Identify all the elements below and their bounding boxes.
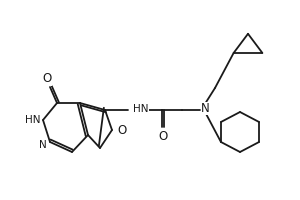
Text: HN: HN xyxy=(133,104,148,114)
Text: N: N xyxy=(39,140,47,150)
Text: O: O xyxy=(42,72,52,86)
Text: HN: HN xyxy=(25,115,41,125)
Text: N: N xyxy=(201,102,209,114)
Text: O: O xyxy=(117,123,127,136)
Text: O: O xyxy=(158,130,168,144)
